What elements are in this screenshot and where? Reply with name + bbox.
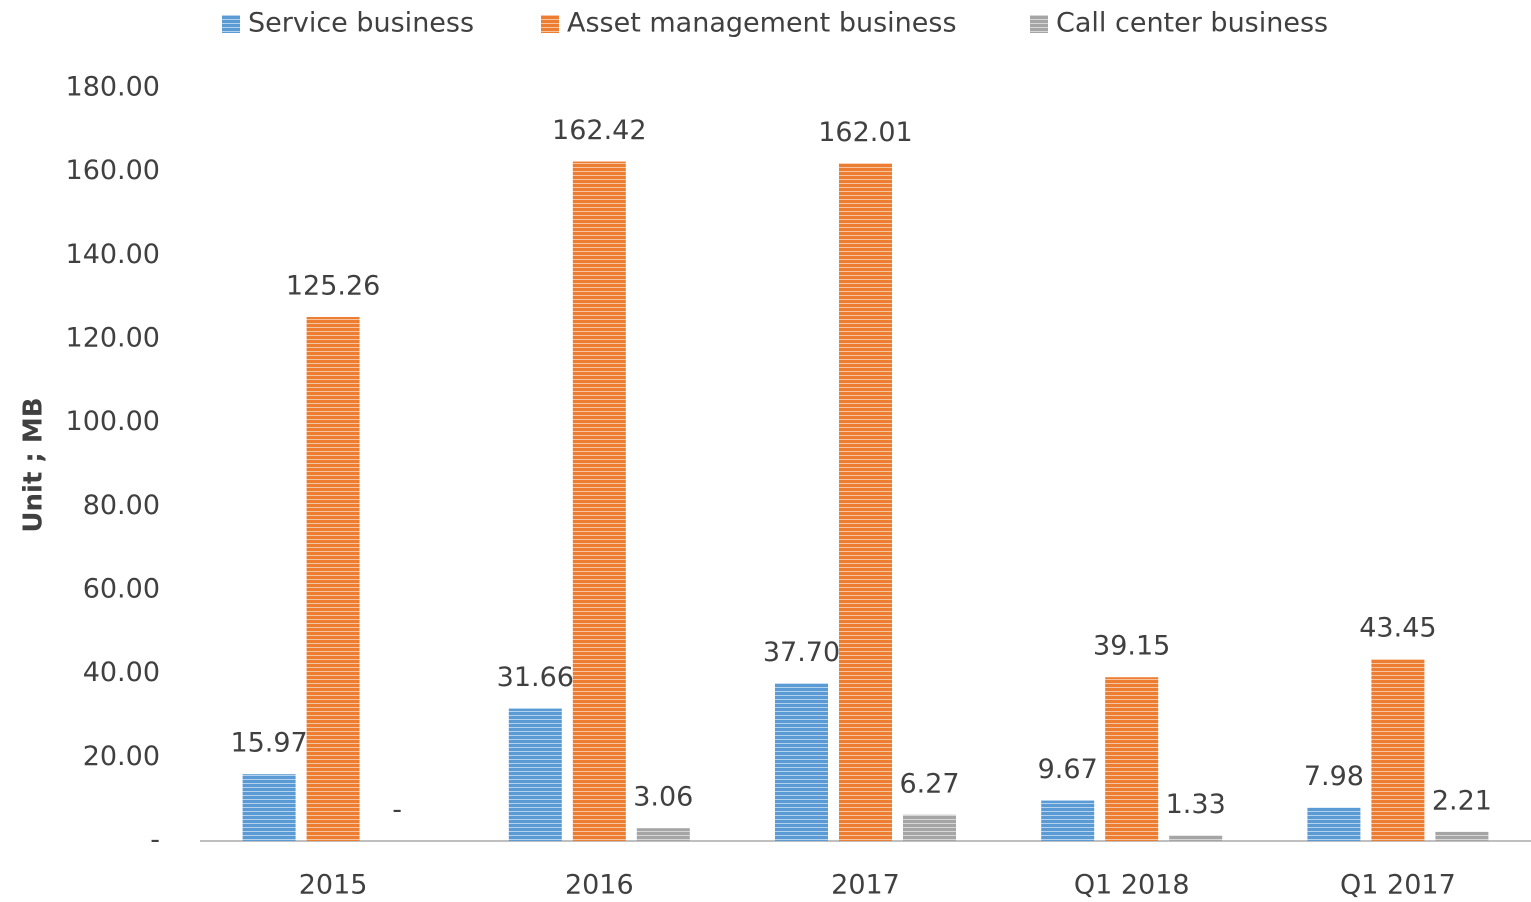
x-tick-label: 2017 (831, 870, 900, 901)
bar (1307, 807, 1361, 841)
data-label: 15.97 (230, 728, 307, 759)
x-tick-label: 2015 (299, 870, 368, 901)
data-label: 3.06 (633, 782, 693, 813)
legend-swatch (1030, 15, 1048, 33)
bar (775, 683, 828, 841)
data-label: 37.70 (763, 637, 840, 668)
x-tick-label: 2016 (565, 870, 634, 901)
legend-label: Service business (248, 8, 474, 39)
data-label: 43.45 (1359, 613, 1436, 644)
y-tick-label: 80.00 (83, 490, 160, 521)
x-tick-label: Q1 2017 (1340, 870, 1456, 901)
y-tick-label: 100.00 (66, 406, 160, 437)
bar (636, 828, 690, 841)
legend-label: Call center business (1056, 8, 1328, 39)
y-tick-label: 40.00 (83, 657, 160, 688)
bar (306, 316, 360, 841)
data-label: 2.21 (1432, 785, 1492, 816)
data-label: 7.98 (1304, 761, 1364, 792)
data-label: 162.01 (818, 117, 912, 148)
data-label: 39.15 (1093, 631, 1170, 662)
y-tick-label: 120.00 (66, 323, 160, 354)
bar (839, 163, 892, 841)
y-tick-label: 140.00 (66, 239, 160, 270)
data-label: 6.27 (899, 768, 959, 799)
bar (1041, 800, 1095, 841)
bar (242, 774, 296, 841)
x-tick-label: Q1 2018 (1074, 870, 1190, 901)
legend-label: Asset management business (567, 8, 957, 39)
data-label: 31.66 (497, 662, 574, 693)
bar (508, 708, 562, 841)
y-axis-label: Unit ; MB (19, 397, 49, 532)
bar (1371, 659, 1425, 841)
bar (572, 161, 626, 842)
legend-swatch (541, 15, 559, 33)
bar (1435, 831, 1489, 841)
data-label: 9.67 (1038, 754, 1098, 785)
data-label: 162.42 (552, 115, 646, 146)
y-tick-label: - (150, 825, 160, 856)
bar (1169, 835, 1223, 841)
bar (903, 814, 956, 841)
y-tick-label: 20.00 (83, 741, 160, 772)
data-label: 125.26 (286, 270, 380, 301)
y-tick-label: 180.00 (66, 72, 160, 103)
data-label: - (392, 795, 402, 826)
data-label: 1.33 (1166, 789, 1226, 820)
y-tick-label: 160.00 (66, 155, 160, 186)
y-tick-label: 60.00 (83, 574, 160, 605)
bar (1105, 677, 1159, 841)
legend-swatch (222, 15, 240, 33)
